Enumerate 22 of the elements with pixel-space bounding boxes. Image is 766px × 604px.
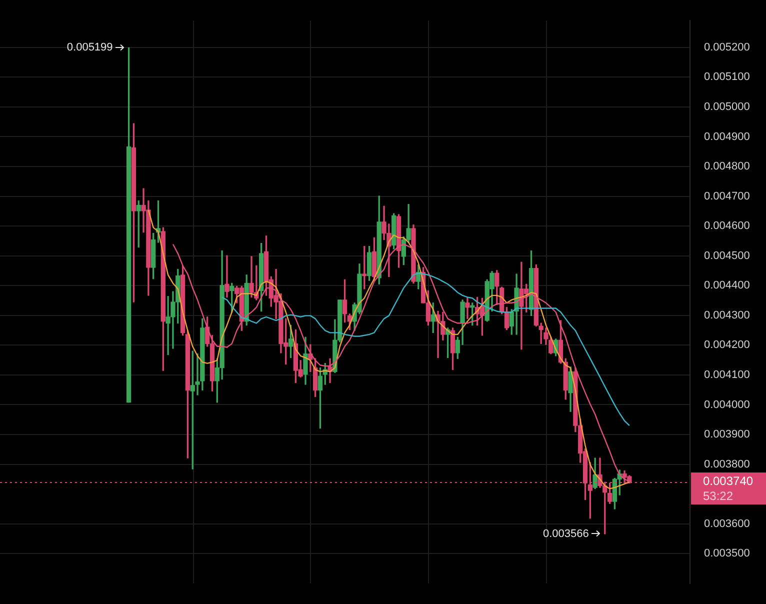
y-tick-label: 0.004400 bbox=[704, 280, 750, 292]
y-tick-label: 0.004600 bbox=[704, 220, 750, 232]
text: 53:22 bbox=[703, 488, 734, 503]
y-tick-label: 0.004700 bbox=[704, 190, 750, 202]
ref-line-label: 0.003740 bbox=[703, 474, 754, 488]
y-tick-label: 0.005100 bbox=[704, 71, 750, 84]
y-tick-label: 0.005000 bbox=[704, 100, 750, 113]
y-tick-label: 0.004100 bbox=[704, 368, 750, 381]
y-tick-label: 0.005200 bbox=[704, 41, 750, 54]
y-tick-label: 0.003600 bbox=[704, 518, 750, 530]
y-tick-label: 0.004500 bbox=[704, 250, 750, 262]
candlestick bbox=[224, 255, 230, 298]
y-tick-label: 0.004800 bbox=[704, 160, 750, 173]
y-tick-label: 0.003900 bbox=[704, 428, 750, 441]
annotation: 0.003566 bbox=[542, 528, 589, 540]
text: 0.005199 bbox=[66, 42, 113, 54]
y-tick-label: 0.004200 bbox=[704, 339, 750, 352]
y-tick-label: 0.003800 bbox=[704, 458, 750, 470]
y-tick-label: 0.004300 bbox=[704, 309, 750, 322]
y-tick-label: 0.004000 bbox=[704, 398, 750, 411]
y-tick-label: 0.003500 bbox=[704, 548, 750, 560]
y-tick-label: 0.004900 bbox=[704, 130, 750, 143]
